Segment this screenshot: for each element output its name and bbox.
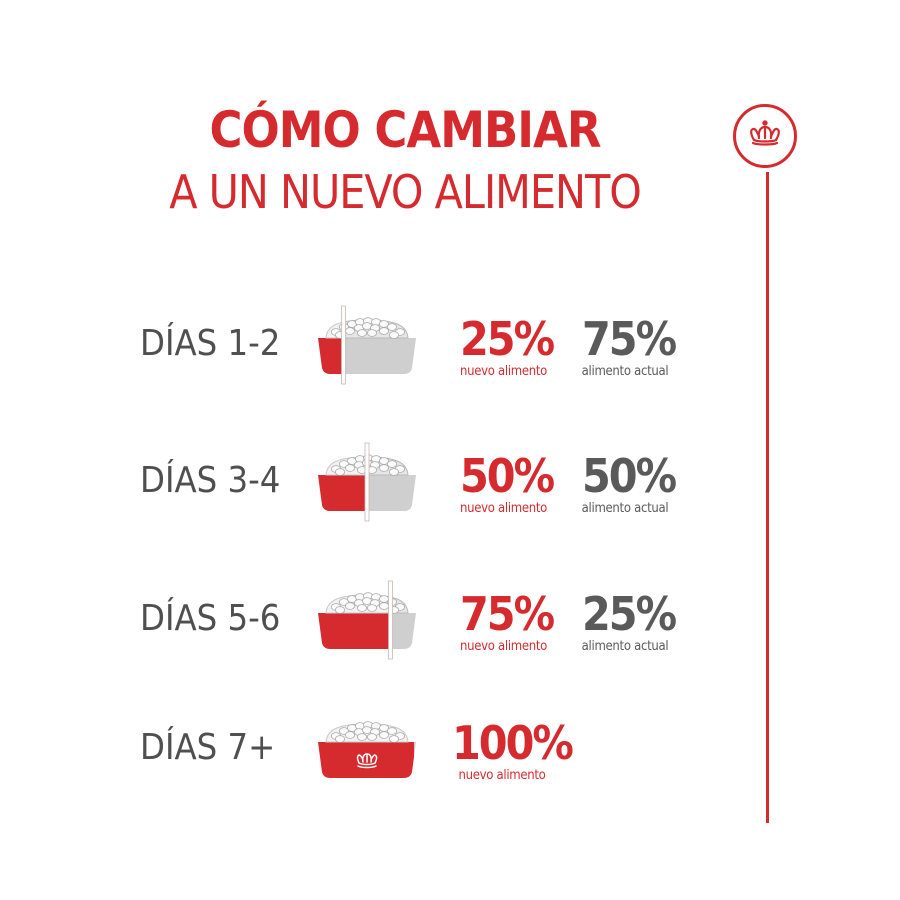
food-bowl — [312, 575, 422, 665]
new-food-label: nuevo alimento — [460, 501, 548, 516]
crown-icon — [750, 120, 780, 146]
step-day-label: DÍAS 5-6 — [140, 598, 281, 639]
step-day-label: DÍAS 7+ — [140, 727, 276, 768]
step-day-label: DÍAS 3-4 — [140, 460, 281, 501]
food-bowl-icon — [318, 580, 416, 660]
food-bowl — [312, 300, 422, 390]
transition-step: DÍAS 3-4 50% nuevo alimento 50% alimento ac… — [0, 437, 900, 537]
timeline-line — [766, 172, 769, 823]
current-food-percent: 50% — [582, 449, 677, 503]
transition-step: DÍAS 5-6 75% nuevo alimento 25% alimento ac… — [0, 575, 900, 675]
current-food-label: alimento actual — [581, 639, 669, 654]
page-title-line1: CÓMO CAMBIAR — [209, 101, 602, 159]
new-food-label: nuevo alimento — [460, 639, 548, 654]
crown-icon — [356, 753, 378, 769]
new-food-label: nuevo alimento — [460, 364, 548, 379]
step-day-label: DÍAS 1-2 — [140, 323, 281, 364]
food-bowl — [312, 704, 422, 794]
new-food-percent: 75% — [460, 587, 555, 641]
food-bowl — [312, 437, 422, 527]
page-title-line2: A UN NUEVO ALIMENTO — [169, 165, 642, 219]
brand-logo — [733, 104, 797, 168]
new-food-percent: 50% — [460, 449, 555, 503]
food-bowl-icon — [318, 721, 416, 778]
current-food-percent: 25% — [582, 587, 677, 641]
transition-step: DÍAS 1-2 25% nuevo alimento 75% alimento ac… — [0, 300, 900, 400]
new-food-percent: 100% — [452, 716, 574, 770]
current-food-label: alimento actual — [581, 364, 669, 379]
current-food-percent: 75% — [582, 312, 677, 366]
transition-step: DÍAS 7+ 100% nuevo alimento — [0, 704, 900, 804]
food-bowl-icon — [318, 442, 416, 522]
new-food-percent: 25% — [460, 312, 555, 366]
new-food-label: nuevo alimento — [458, 768, 546, 783]
current-food-label: alimento actual — [581, 501, 669, 516]
food-bowl-icon — [318, 305, 416, 385]
